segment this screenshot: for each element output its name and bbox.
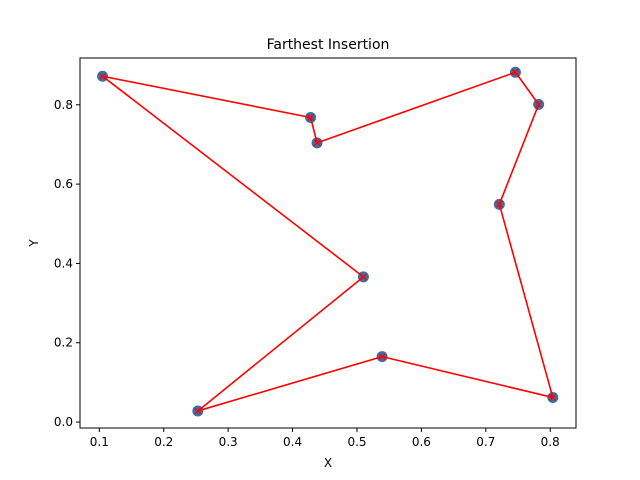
y-tick-label: 0.8: [54, 98, 73, 112]
route-segment: [309, 117, 318, 144]
x-tick-label: 0.3: [219, 435, 238, 449]
point-marker: [194, 407, 202, 415]
route-segment: [102, 75, 311, 119]
point-marker: [512, 68, 519, 76]
route-segment: [102, 75, 364, 278]
route-segment: [316, 71, 516, 144]
route-segment: [514, 71, 540, 105]
chart-title: Farthest Insertion: [267, 37, 390, 53]
route-segment: [381, 355, 553, 399]
y-axis: 0.0 0.2 0.4 0.6 0.8: [54, 98, 80, 429]
x-tick-label: 0.5: [347, 435, 366, 449]
point-marker: [99, 72, 106, 80]
plot-area: [97, 66, 559, 417]
y-tick-label: 0.2: [54, 336, 73, 350]
x-tick-label: 0.1: [90, 435, 109, 449]
point-marker: [549, 394, 557, 401]
route-segment: [498, 204, 554, 398]
y-tick-label: 0.4: [54, 256, 73, 270]
x-axis-label: X: [324, 456, 332, 470]
point-marker: [360, 273, 367, 281]
x-tick-label: 0.6: [412, 435, 431, 449]
point-marker: [307, 114, 315, 121]
x-axis: 0.1 0.2 0.3 0.4 0.5 0.6 0.7 0.8: [90, 428, 560, 449]
y-tick-label: 0.6: [54, 177, 73, 191]
route-segment: [197, 355, 383, 412]
route-segment: [498, 104, 540, 205]
x-tick-label: 0.4: [283, 435, 302, 449]
x-tick-label: 0.2: [154, 435, 173, 449]
y-axis-label: Y: [27, 239, 41, 248]
point-marker: [378, 353, 386, 361]
y-tick-label: 0.0: [54, 415, 73, 429]
point-marker: [495, 200, 503, 208]
x-tick-label: 0.7: [476, 435, 495, 449]
point-marker: [313, 139, 321, 147]
point-marker: [535, 100, 543, 108]
route-segment: [197, 276, 364, 412]
axes-frame: [79, 57, 577, 429]
x-tick-label: 0.8: [541, 435, 560, 449]
